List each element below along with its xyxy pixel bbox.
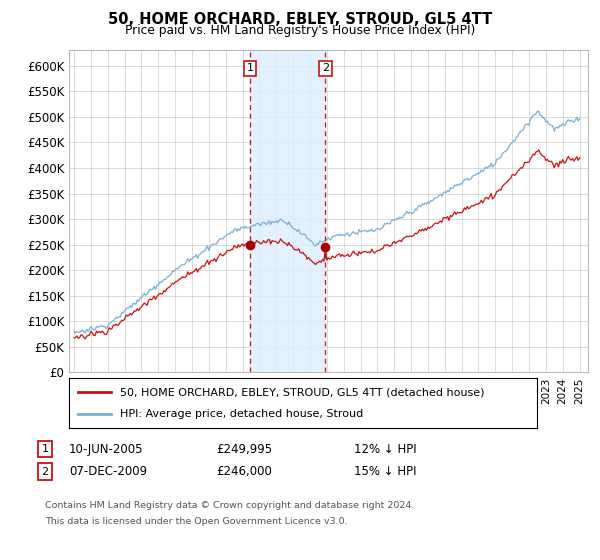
Text: 50, HOME ORCHARD, EBLEY, STROUD, GL5 4TT: 50, HOME ORCHARD, EBLEY, STROUD, GL5 4TT <box>108 12 492 27</box>
Bar <box>250 50 325 372</box>
Text: 07-DEC-2009: 07-DEC-2009 <box>69 465 147 478</box>
Text: 10-JUN-2005: 10-JUN-2005 <box>69 442 143 456</box>
Text: 12% ↓ HPI: 12% ↓ HPI <box>354 442 416 456</box>
Text: £249,995: £249,995 <box>216 442 272 456</box>
Text: Contains HM Land Registry data © Crown copyright and database right 2024.: Contains HM Land Registry data © Crown c… <box>45 501 415 510</box>
Text: HPI: Average price, detached house, Stroud: HPI: Average price, detached house, Stro… <box>121 409 364 419</box>
Text: 2: 2 <box>41 466 49 477</box>
Text: This data is licensed under the Open Government Licence v3.0.: This data is licensed under the Open Gov… <box>45 517 347 526</box>
Text: £246,000: £246,000 <box>216 465 272 478</box>
Text: 1: 1 <box>247 63 253 73</box>
Text: 1: 1 <box>41 444 49 454</box>
Text: Price paid vs. HM Land Registry's House Price Index (HPI): Price paid vs. HM Land Registry's House … <box>125 24 475 37</box>
Text: 15% ↓ HPI: 15% ↓ HPI <box>354 465 416 478</box>
Text: 50, HOME ORCHARD, EBLEY, STROUD, GL5 4TT (detached house): 50, HOME ORCHARD, EBLEY, STROUD, GL5 4TT… <box>121 387 485 397</box>
Text: 2: 2 <box>322 63 329 73</box>
